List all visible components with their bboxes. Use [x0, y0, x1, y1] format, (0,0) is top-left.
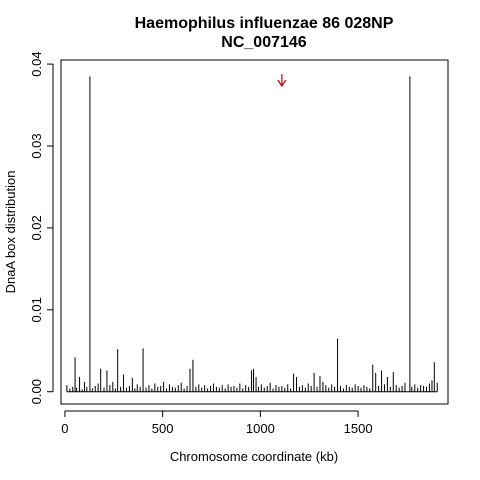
y-tick-label: 0.01 — [29, 297, 44, 322]
x-tick-label: 1500 — [344, 421, 373, 436]
origin-marker — [277, 74, 287, 88]
y-tick-label: 0.00 — [29, 379, 44, 404]
y-tick-label: 0.02 — [29, 215, 44, 240]
x-axis: 0 500 1000 1500 — [61, 410, 373, 436]
x-tick-label: 0 — [61, 421, 68, 436]
y-axis: 0.00 0.01 0.02 0.03 0.04 — [29, 51, 54, 404]
y-axis-label: DnaA box distribution — [3, 171, 18, 294]
y-tick-label: 0.04 — [29, 51, 44, 76]
chart-subtitle: NC_007146 — [221, 34, 307, 51]
plot-area-frame — [60, 59, 449, 405]
chart-title: Haemophilus influenzae 86 028NP — [135, 15, 394, 32]
bar-series — [66, 76, 438, 393]
x-tick-label: 1000 — [246, 421, 275, 436]
arrow-head — [277, 79, 287, 88]
y-tick-label: 0.03 — [29, 133, 44, 158]
x-tick-label: 500 — [152, 421, 174, 436]
x-axis-label: Chromosome coordinate (kb) — [170, 449, 338, 464]
